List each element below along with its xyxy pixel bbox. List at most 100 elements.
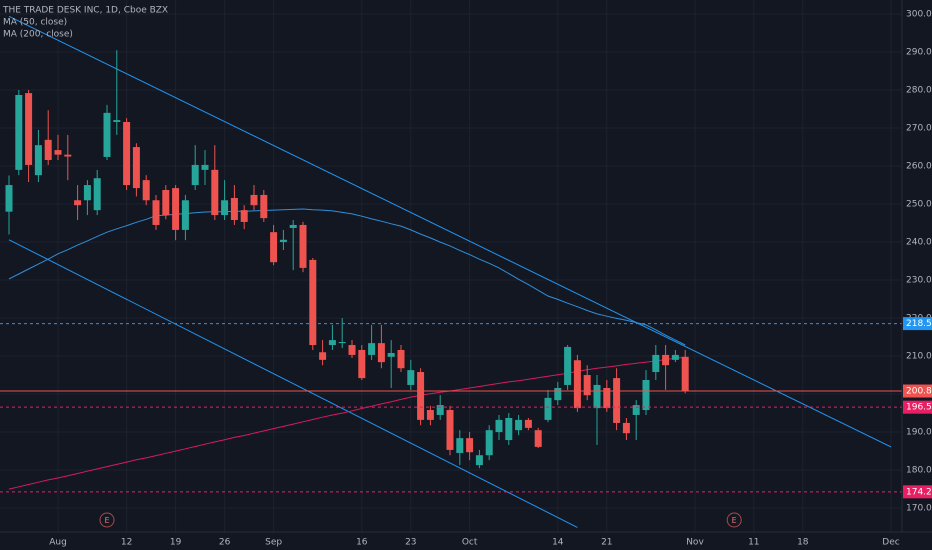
price-label: 196.55 (906, 403, 932, 413)
x-tick-label: Dec (882, 538, 899, 548)
candle-body (172, 188, 180, 230)
candle-body (230, 197, 238, 221)
candle-body (279, 239, 287, 243)
candle-body (583, 375, 591, 396)
candle-body (270, 232, 278, 263)
candle-body (397, 349, 405, 369)
candle-body (573, 360, 581, 409)
candle-body (25, 93, 33, 165)
candle-body (642, 380, 650, 411)
candle-body (309, 259, 317, 346)
price-label: 174.27 (906, 487, 932, 497)
candle-body (113, 120, 121, 122)
candle-body (54, 150, 62, 155)
candle-body (632, 405, 640, 415)
legend-entry: MA (50, close) (3, 18, 67, 28)
y-tick-label: 250.00 (906, 200, 932, 210)
event-marker (726, 512, 742, 528)
x-tick-label: 18 (797, 538, 809, 548)
chart-title: THE TRADE DESK INC, 1D, Cboe BZX (2, 6, 168, 16)
candle-body (603, 387, 611, 409)
candle-body (83, 185, 91, 201)
candle-body (475, 455, 483, 466)
candle-body (328, 340, 336, 346)
candle-body (534, 430, 542, 447)
y-tick-label: 280.00 (906, 86, 932, 96)
candle-body (622, 422, 630, 434)
candle-body (358, 349, 366, 379)
price-label-box (903, 384, 932, 398)
candle-body (123, 121, 131, 186)
x-tick-label: 26 (219, 538, 231, 548)
candle-body (132, 147, 140, 189)
x-tick-label: Aug (49, 538, 67, 548)
y-tick-label: 210.00 (906, 352, 932, 362)
candle-body (495, 419, 503, 433)
candle-body (103, 112, 111, 157)
candle-body (652, 354, 660, 373)
candle-body (485, 430, 493, 456)
legend: THE TRADE DESK INC, 1D, Cboe BZX MA (50,… (2, 6, 168, 40)
event-label: E (104, 516, 109, 525)
y-tick-label: 240.00 (906, 238, 932, 248)
candle-body (544, 397, 552, 420)
price-label: 200.8 (906, 387, 932, 397)
candle-body (44, 139, 52, 160)
candle-body (613, 378, 621, 423)
x-tick-label: 19 (170, 538, 182, 548)
x-tick-label: 11 (748, 538, 759, 548)
candle-body (564, 346, 572, 385)
candle-body (221, 200, 229, 216)
candle-body (162, 190, 170, 216)
event-label: E (732, 516, 737, 525)
candle-body (152, 200, 160, 225)
y-tick-label: 190.00 (906, 428, 932, 438)
event-marker (99, 512, 115, 528)
x-tick-label: 16 (356, 538, 368, 548)
price-label-box (903, 317, 932, 331)
candle-body (554, 387, 562, 401)
candle-body (74, 200, 82, 206)
x-tick-label: 14 (552, 538, 564, 548)
candle-body (5, 185, 13, 212)
candle-body (662, 354, 670, 366)
candle-body (319, 352, 327, 360)
candle-body (515, 419, 523, 431)
candle-body (181, 200, 189, 230)
y-tick-label: 270.00 (906, 124, 932, 134)
x-tick-label: 23 (405, 538, 416, 548)
y-tick-label: 300.00 (906, 10, 932, 20)
trend-line (8, 15, 892, 448)
candle-body (211, 169, 219, 216)
candle-body (260, 194, 268, 219)
candle-body (15, 95, 23, 170)
x-tick-label: Sep (265, 538, 282, 548)
price-axis: 170.00180.00190.00200.00210.00220.00230.… (49, 10, 932, 548)
candle-body (191, 164, 199, 186)
x-tick-label: 12 (121, 538, 132, 548)
x-tick-label: Oct (462, 538, 478, 548)
candle-body (201, 164, 209, 170)
candle-body (299, 224, 307, 268)
candle-body (505, 418, 513, 441)
candle-body (681, 356, 689, 392)
candle-body (407, 370, 415, 385)
candle-body (466, 438, 474, 453)
candle-body (456, 438, 464, 453)
grid (0, 0, 902, 532)
trend-line (8, 239, 578, 528)
candle-body (593, 384, 601, 409)
candle-body (446, 410, 454, 450)
y-tick-label: 170.00 (906, 504, 932, 514)
y-tick-label: 260.00 (906, 162, 932, 172)
candle-body (426, 410, 434, 420)
candle-body (368, 343, 376, 355)
candle-body (93, 178, 101, 211)
candle-body (387, 353, 395, 357)
x-tick-label: 21 (601, 538, 612, 548)
candle-body (289, 224, 297, 228)
candle-body (64, 154, 72, 157)
candle-body (671, 354, 679, 360)
